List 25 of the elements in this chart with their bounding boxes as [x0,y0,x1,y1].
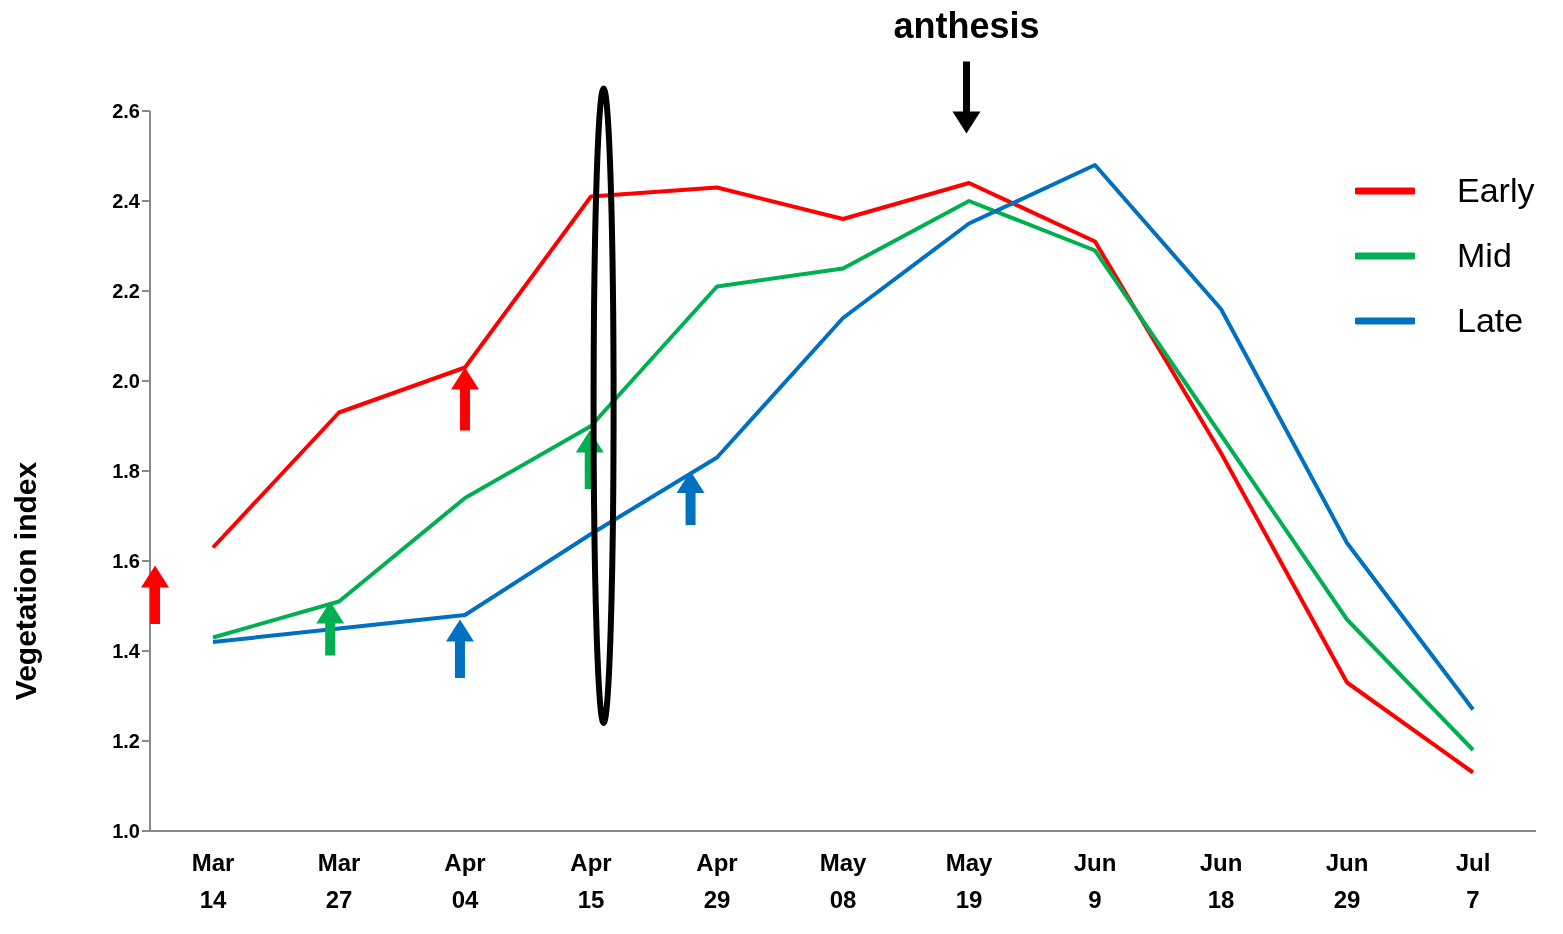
x-tick-label: Jun 29 [1325,849,1369,914]
x-tick-label: Mar 27 [317,849,361,914]
y-tick-label: 2.6 [112,100,140,123]
x-tick-label: Jul 7 [1455,849,1491,914]
legend-label: Mid [1457,236,1512,275]
y-tick-label: 2.2 [112,280,140,303]
y-tick-label: 1.2 [112,730,140,753]
x-tick-label: Jun 18 [1199,849,1243,914]
legend-label: Late [1457,301,1524,340]
y-tick-label: 1.0 [112,820,140,843]
x-tick-label: Apr 29 [696,849,738,914]
x-tick-label: Apr 04 [444,849,486,914]
y-tick-label: 1.4 [112,640,141,663]
x-tick-label: Jun 9 [1073,849,1117,914]
y-axis-title: Vegetation index [8,461,42,701]
y-tick-label: 1.6 [112,550,140,573]
legend-label: Early [1457,171,1535,210]
text: anthesis [893,5,1040,46]
x-tick-label: May 08 [819,849,867,914]
y-tick-label: 2.0 [112,370,140,393]
y-tick-label: 2.4 [112,190,141,213]
x-tick-label: Apr 15 [570,849,612,914]
x-tick-label: May 19 [945,849,993,914]
x-tick-label: Mar 14 [191,849,235,914]
y-tick-label: 1.8 [112,460,140,483]
